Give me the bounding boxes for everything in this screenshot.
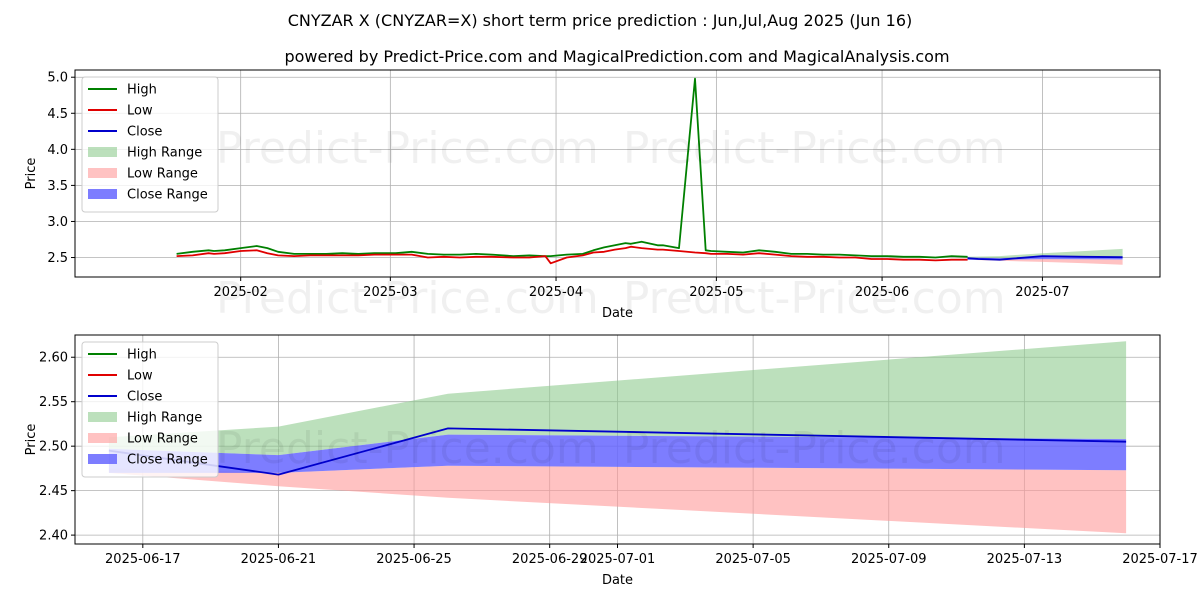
bottom-watermark-right: Predict-Price.com	[623, 423, 1006, 474]
top-legend-label: High	[127, 83, 157, 98]
bottom-x-tick-label: 2025-06-25	[376, 552, 452, 567]
top-legend-swatch	[88, 168, 117, 178]
bottom-x-tick-label: 2025-07-17	[1122, 552, 1198, 567]
bottom-x-tick-label: 2025-06-29	[512, 552, 588, 567]
top-y-tick-label: 5.0	[47, 71, 68, 86]
top-x-tick-label: 2025-07	[1015, 285, 1069, 300]
top-legend-label: Close Range	[127, 188, 208, 203]
bottom-y-axis-label: Price	[24, 424, 39, 456]
top-legend-swatch	[88, 189, 117, 199]
top-y-tick-label: 3.0	[47, 215, 68, 230]
top-x-tick-label: 2025-02	[214, 285, 268, 300]
top-y-tick-label: 4.0	[47, 143, 68, 158]
top-legend-swatch	[88, 147, 117, 157]
bottom-x-tick-label: 2025-07-09	[851, 552, 927, 567]
bottom-x-tick-label: 2025-06-17	[105, 552, 181, 567]
bottom-panel: Predict-Price.com Predict-Price.com 2025-0…	[24, 334, 1198, 588]
bottom-y-tick-label: 2.50	[39, 440, 68, 455]
top-watermark-left: Predict-Price.com	[216, 123, 599, 174]
bottom-legend-swatch	[88, 412, 117, 422]
top-watermark-right: Predict-Price.com	[623, 123, 1006, 174]
bottom-watermark-left: Predict-Price.com	[216, 423, 599, 474]
top-legend-label: Close	[127, 125, 162, 140]
top-watermark-lower-left: Predict-Price.com	[216, 273, 599, 324]
top-low-line	[176, 245, 968, 265]
bottom-y-tick-label: 2.55	[39, 395, 68, 410]
bottom-legend-swatch	[88, 433, 117, 443]
top-legend-label: Low	[127, 104, 153, 119]
top-high-range-band	[967, 248, 1123, 259]
top-high-line	[176, 77, 968, 259]
top-x-tick-label: 2025-05	[689, 285, 743, 300]
bottom-legend-label: Low Range	[127, 432, 198, 447]
bottom-x-axis-label: Date	[602, 573, 633, 588]
bottom-high-range-band	[108, 341, 1127, 456]
bottom-close-range-band	[108, 434, 1127, 473]
chart-subtitle: powered by Predict-Price.com and Magical…	[284, 47, 949, 66]
bottom-legend-label: Close Range	[127, 453, 208, 468]
top-legend-label: Low Range	[127, 167, 198, 182]
top-legend-label: High Range	[127, 146, 202, 161]
top-close-line	[967, 255, 1123, 261]
bottom-x-tick-label: 2025-07-05	[715, 552, 791, 567]
bottom-y-tick-label: 2.45	[39, 484, 68, 499]
bottom-y-tick-label: 2.40	[39, 529, 68, 544]
top-axes-frame	[74, 69, 1161, 278]
top-watermark-lower-right: Predict-Price.com	[623, 273, 1006, 324]
top-y-axis-label: Price	[24, 158, 39, 190]
bottom-legend-label: Low	[127, 369, 153, 384]
bottom-low-range-band	[108, 465, 1127, 534]
bottom-legend-label: High Range	[127, 411, 202, 426]
top-y-tick-label: 4.5	[47, 107, 68, 122]
chart-title: CNYZAR X (CNYZAR=X) short term price pre…	[288, 11, 913, 30]
bottom-legend-label: High	[127, 348, 157, 363]
top-x-tick-label: 2025-04	[529, 285, 583, 300]
bottom-x-tick-label: 2025-07-01	[580, 552, 656, 567]
top-x-axis-label: Date	[602, 306, 633, 321]
top-panel: Predict-Price.com Predict-Price.com Predic…	[24, 69, 1161, 324]
bottom-x-tick-label: 2025-06-21	[241, 552, 317, 567]
top-low-range-band	[967, 259, 1123, 265]
bottom-y-tick-label: 2.60	[39, 351, 68, 366]
top-x-tick-label: 2025-03	[363, 285, 417, 300]
bottom-legend-swatch	[88, 454, 117, 464]
top-y-tick-label: 3.5	[47, 179, 68, 194]
bottom-x-tick-label: 2025-07-13	[987, 552, 1063, 567]
bottom-legend-label: Close	[127, 390, 162, 405]
top-x-tick-label: 2025-06	[855, 285, 909, 300]
top-y-tick-label: 2.5	[47, 251, 68, 266]
